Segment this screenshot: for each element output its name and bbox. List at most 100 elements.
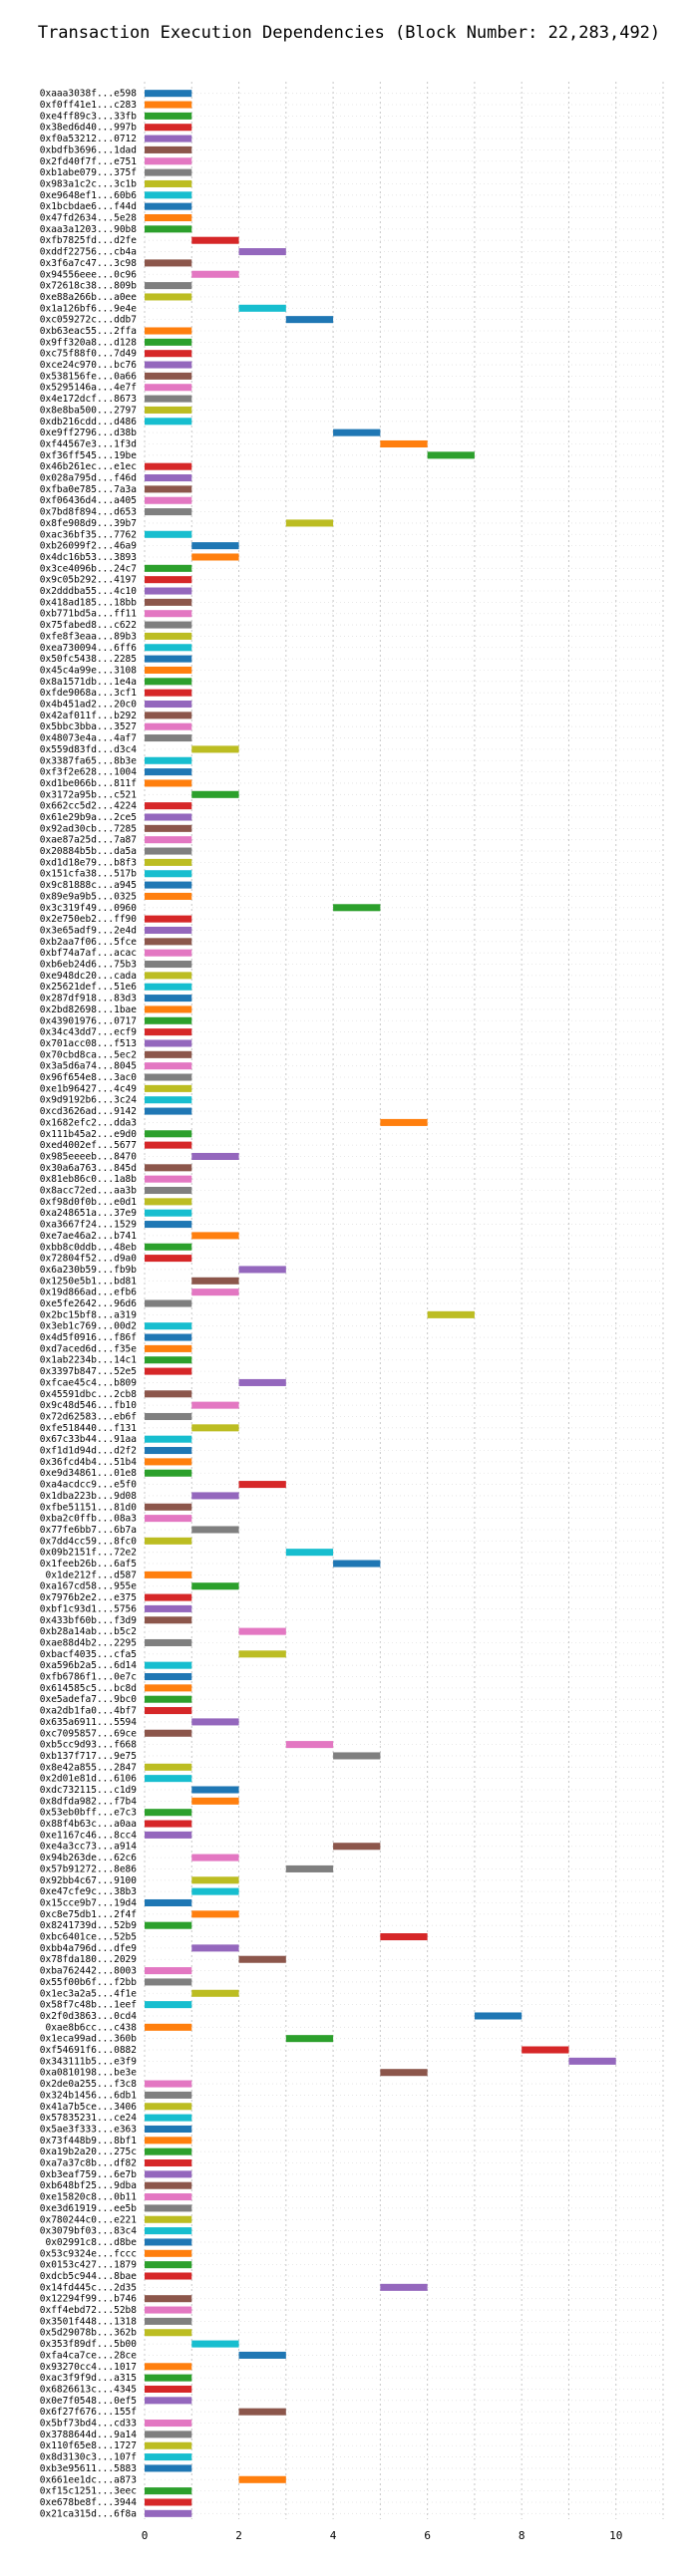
bar (145, 847, 192, 855)
bar (145, 2453, 192, 2461)
bar (145, 327, 192, 335)
bar (238, 1378, 286, 1386)
y-tick-label: 0x77fe6bb7...6b7a (40, 1525, 137, 1536)
y-tick-label: 0xff4ebd72...52b8 (40, 2305, 138, 2316)
bar (380, 439, 428, 448)
bar (380, 2069, 428, 2077)
bar (145, 870, 192, 878)
y-tick-label: 0x2f0d3863...0cd4 (40, 2011, 138, 2022)
y-tick-label: 0xa167cd58...955e (40, 1581, 138, 1592)
bar (145, 1435, 192, 1443)
y-tick-label: 0xf1d1d94d...d2f2 (40, 1446, 137, 1457)
bar (191, 1401, 239, 1409)
y-tick-label: 0xe5adefa7...9bc0 (40, 1694, 138, 1705)
bar (145, 915, 192, 923)
y-tick-label: 0xb26099f2...46a9 (40, 541, 138, 552)
bar (145, 1695, 192, 1703)
bar (145, 2420, 192, 2428)
y-tick-label: 0x1feeb26b...6af5 (40, 1559, 137, 1570)
bar (238, 1266, 286, 1274)
bar (145, 734, 192, 742)
y-tick-label: 0xfb7825fd...d2fe (40, 235, 138, 246)
bar (191, 1989, 239, 1997)
y-tick-label: 0xf15c1251...3eec (40, 2486, 137, 2497)
y-tick-label: 0xcd3626ad...9142 (40, 1106, 137, 1117)
bar (285, 1549, 334, 1557)
y-tick-label: 0x89e9a9b5...0325 (40, 891, 137, 902)
y-tick-label: 0x8241739d...52b9 (40, 1920, 138, 1931)
y-tick-label: 0x25621def...51e6 (40, 982, 138, 993)
bar (333, 1752, 381, 1760)
y-tick-label: 0xe1167c46...8cc4 (40, 1830, 138, 1841)
bar (145, 1028, 192, 1036)
y-tick-label: 0x324b1456...6db1 (40, 2090, 138, 2101)
y-tick-label: 0x5bbc3bba...3527 (40, 721, 137, 732)
bar (145, 2001, 192, 2009)
y-tick-label: 0xf3f2e628...1004 (40, 767, 138, 778)
y-tick-label: 0x780244c0...e221 (40, 2214, 138, 2225)
chart-title: Transaction Execution Dependencies (Bloc… (38, 23, 660, 43)
bar (238, 304, 286, 312)
y-tick-label: 0x5bf73bd4...cd33 (40, 2419, 137, 2430)
bar (145, 1084, 192, 1092)
bar (145, 1175, 192, 1183)
bar (145, 418, 192, 426)
bar (238, 1650, 286, 1658)
bar (145, 1684, 192, 1692)
bar (568, 2057, 616, 2065)
bar (145, 101, 192, 109)
y-tick-label: 0x110f65e8...1727 (40, 2440, 137, 2451)
y-tick-label: 0xb3eaf759...6e7b (40, 2169, 138, 2180)
bar (238, 2351, 286, 2359)
bar (145, 2498, 192, 2506)
y-tick-label: 0xbdfb3696...1dad (40, 144, 137, 155)
y-tick-label: 0xa596b2a5...6d14 (40, 1660, 138, 1671)
y-tick-label: 0x8acc72ed...aa3b (40, 1186, 138, 1197)
y-tick-label: 0x3172a95b...c521 (40, 789, 138, 800)
x-tick-label: 6 (424, 2529, 431, 2542)
y-tick-label: 0x4b451ad2...20c0 (40, 700, 138, 711)
y-tick-label: 0x1eca99ad...360b (40, 2034, 138, 2045)
bar (333, 1560, 381, 1568)
bar (145, 881, 192, 889)
y-tick-label: 0xa0810198...be3e (40, 2068, 138, 2079)
y-tick-label: 0x42af011f...b292 (40, 711, 137, 721)
bar (333, 429, 381, 436)
y-tick-label: 0x46b261ec...e1ec (40, 461, 137, 472)
bar (522, 2046, 569, 2054)
bar (191, 1797, 239, 1805)
bar (145, 2091, 192, 2099)
y-tick-label: 0x1ab2234b...14c1 (40, 1355, 138, 1366)
bar (145, 213, 192, 222)
y-tick-label: 0xe4a3cc73...a914 (40, 1842, 138, 1853)
bar (191, 1786, 239, 1794)
bar (145, 259, 192, 267)
y-tick-label: 0xe15820c8...0b11 (40, 2192, 138, 2203)
y-tick-label: 0x661ee1dc...a873 (40, 2474, 137, 2485)
bar (145, 2193, 192, 2201)
bar (145, 1356, 192, 1364)
bar (145, 756, 192, 764)
bar (238, 1627, 286, 1635)
bar (145, 2306, 192, 2314)
bar (238, 1481, 286, 1489)
bar (145, 1186, 192, 1195)
bar (145, 564, 192, 572)
bar (145, 395, 192, 403)
y-tick-label: 0xc75f88f0...7d49 (40, 349, 138, 360)
bar (145, 621, 192, 629)
y-tick-label: 0x55f00b6f...f2bb (40, 1977, 138, 1988)
y-tick-label: 0x1bcbdae6...f44d (40, 201, 137, 212)
bar (380, 2283, 428, 2291)
y-tick-label: 0xd1be066b...811f (40, 778, 137, 789)
y-tick-label: 0x96f654e8...3ac0 (40, 1072, 138, 1083)
bar (145, 1412, 192, 1421)
y-tick-label: 0x614585c5...bc8d (40, 1683, 137, 1694)
y-tick-label: 0x5d29078b...362b (40, 2328, 138, 2339)
y-tick-label: 0xe88a266b...a0ee (40, 292, 138, 303)
bar (145, 2261, 192, 2269)
bar (191, 1854, 239, 1861)
y-tick-label: 0x3f6a7c47...3c98 (40, 258, 138, 269)
bar (145, 168, 192, 176)
y-tick-label: 0x701acc08...f513 (40, 1038, 137, 1049)
